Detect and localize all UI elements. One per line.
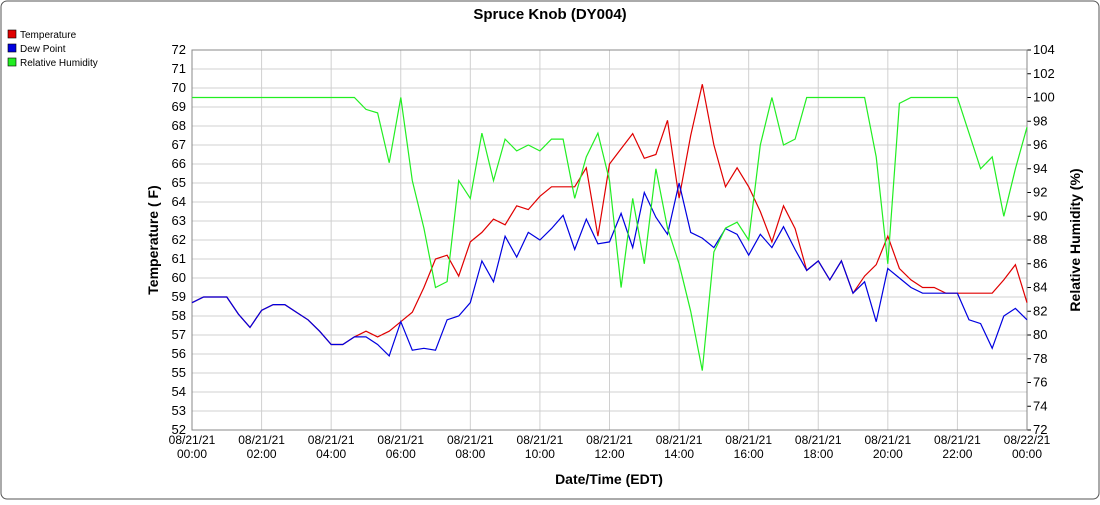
y2-tick-label: 88	[1033, 232, 1047, 247]
y2-tick-label: 76	[1033, 375, 1047, 390]
x-tick-label: 08/21/21 08:00	[447, 433, 494, 461]
y-tick-label: 59	[172, 289, 186, 304]
y-tick-label: 64	[172, 194, 186, 209]
x-tick-label: 08/21/21 02:00	[238, 433, 285, 461]
y-tick-label: 60	[172, 270, 186, 285]
series-line	[191, 182, 1028, 357]
y-tick-label: 57	[172, 327, 186, 342]
x-tick-label: 08/21/21 20:00	[864, 433, 911, 461]
x-tick-label: 08/21/21 14:00	[656, 433, 703, 461]
y2-tick-label: 90	[1033, 208, 1047, 223]
x-tick-label: 08/21/21 00:00	[169, 433, 216, 461]
y2-tick-label: 80	[1033, 327, 1047, 342]
x-tick-label: 08/21/21 18:00	[795, 433, 842, 461]
y2-tick-label: 86	[1033, 256, 1047, 271]
x-tick-label: 08/21/21 22:00	[934, 433, 981, 461]
x-tick-label: 08/21/21 12:00	[586, 433, 633, 461]
legend-swatch	[7, 43, 17, 53]
plot-border	[191, 49, 1028, 431]
y2-tick-label: 98	[1033, 113, 1047, 128]
y-tick-label: 72	[172, 42, 186, 57]
y-tick-label: 63	[172, 213, 186, 228]
y-tick-label: 69	[172, 99, 186, 114]
y2-tick-label: 104	[1033, 42, 1055, 57]
legend-swatch	[7, 29, 17, 39]
y2-tick-label: 72	[1033, 422, 1047, 437]
x-tick-label: 08/21/21 06:00	[377, 433, 424, 461]
legend-swatch	[7, 57, 17, 67]
y2-tick-label: 100	[1033, 90, 1055, 105]
y2-tick-label: 92	[1033, 185, 1047, 200]
y-tick-label: 70	[172, 80, 186, 95]
y-tick-label: 65	[172, 175, 186, 190]
legend-label: Relative Humidity	[20, 58, 98, 69]
y-tick-label: 71	[172, 61, 186, 76]
y2-tick-label: 82	[1033, 303, 1047, 318]
x-tick-label: 08/21/21 10:00	[517, 433, 564, 461]
y-tick-label: 52	[172, 422, 186, 437]
y-tick-label: 66	[172, 156, 186, 171]
y-tick-label: 55	[172, 365, 186, 380]
y-tick-label: 56	[172, 346, 186, 361]
y2-axis-title: Relative Humidity (%)	[1067, 168, 1083, 311]
x-tick-label: 08/21/21 04:00	[308, 433, 355, 461]
y-tick-label: 67	[172, 137, 186, 152]
y-tick-label: 54	[172, 384, 186, 399]
y-tick-label: 61	[172, 251, 186, 266]
y2-tick-label: 74	[1033, 398, 1047, 413]
x-tick-label: 08/22/21 00:00	[1004, 433, 1051, 461]
legend-label: Temperature	[20, 30, 77, 41]
legend-label: Dew Point	[20, 44, 66, 55]
y-axis-title: Temperature ( F)	[145, 185, 161, 294]
y2-tick-label: 94	[1033, 161, 1047, 176]
y2-tick-label: 102	[1033, 66, 1055, 81]
y-tick-label: 58	[172, 308, 186, 323]
x-tick-label: 08/21/21 16:00	[725, 433, 772, 461]
y-tick-label: 68	[172, 118, 186, 133]
chart-title: Spruce Knob (DY004)	[473, 6, 626, 23]
x-axis-title: Date/Time (EDT)	[555, 471, 663, 487]
y2-tick-label: 84	[1033, 280, 1047, 295]
y-tick-label: 62	[172, 232, 186, 247]
y2-tick-label: 78	[1033, 351, 1047, 366]
y-tick-label: 53	[172, 403, 186, 418]
y2-tick-label: 96	[1033, 137, 1047, 152]
series-line	[192, 96, 1028, 371]
